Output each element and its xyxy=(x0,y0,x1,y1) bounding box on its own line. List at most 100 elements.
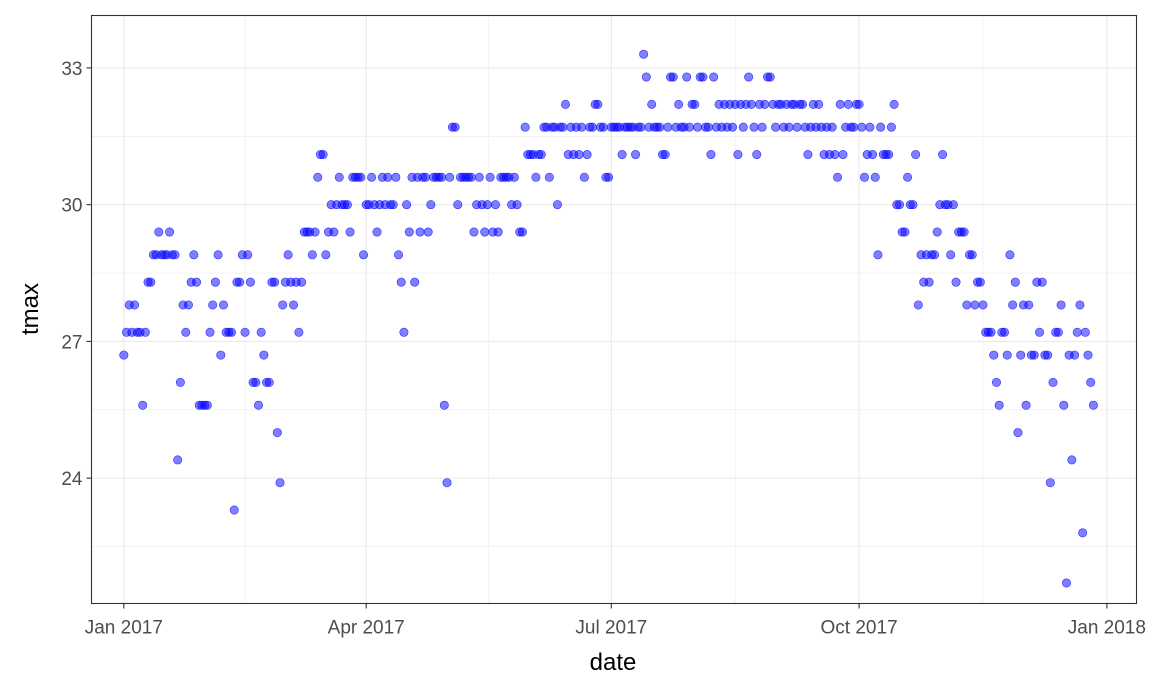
data-point xyxy=(744,72,754,82)
data-point xyxy=(552,200,562,210)
data-point xyxy=(803,150,813,160)
data-point xyxy=(1070,350,1080,360)
data-point xyxy=(329,227,339,237)
data-point xyxy=(911,150,921,160)
data-point xyxy=(278,300,288,310)
data-point xyxy=(450,122,460,132)
data-point xyxy=(256,327,266,337)
data-point xyxy=(227,327,237,337)
data-point xyxy=(1002,350,1012,360)
data-point xyxy=(684,122,694,132)
data-point xyxy=(636,122,646,132)
x-tick-label: Apr 2017 xyxy=(328,618,405,639)
data-point xyxy=(240,327,250,337)
x-tick-label: Jan 2017 xyxy=(85,618,163,639)
data-point xyxy=(663,122,673,132)
data-point xyxy=(884,150,894,160)
data-point xyxy=(752,150,762,160)
data-point xyxy=(1024,300,1034,310)
data-point xyxy=(577,122,587,132)
data-point xyxy=(587,122,597,132)
data-point xyxy=(1080,327,1090,337)
data-point xyxy=(757,122,767,132)
data-point xyxy=(170,250,180,260)
data-point xyxy=(706,150,716,160)
data-point xyxy=(208,300,218,310)
data-point xyxy=(474,172,484,182)
data-point xyxy=(989,350,999,360)
data-point xyxy=(617,150,627,160)
data-point xyxy=(345,227,355,237)
data-point xyxy=(482,200,492,210)
data-point xyxy=(229,505,239,515)
data-point xyxy=(423,227,433,237)
data-point xyxy=(698,72,708,82)
data-point xyxy=(321,250,331,260)
data-point xyxy=(703,122,713,132)
data-point xyxy=(140,327,150,337)
data-point xyxy=(1086,377,1096,387)
data-point xyxy=(798,99,808,109)
data-point xyxy=(929,250,939,260)
data-point xyxy=(843,99,853,109)
data-point xyxy=(948,200,958,210)
data-point xyxy=(639,49,649,59)
data-point xyxy=(426,200,436,210)
data-point xyxy=(1075,300,1085,310)
data-point xyxy=(967,250,977,260)
data-point xyxy=(253,400,263,410)
data-point xyxy=(1048,377,1058,387)
data-point xyxy=(372,227,382,237)
data-point xyxy=(544,172,554,182)
data-point xyxy=(913,300,923,310)
data-point xyxy=(485,172,495,182)
data-point xyxy=(655,122,665,132)
data-point xyxy=(213,250,223,260)
data-point xyxy=(593,99,603,109)
data-point xyxy=(946,250,956,260)
data-point xyxy=(283,250,293,260)
data-point xyxy=(986,327,996,337)
data-point xyxy=(517,227,527,237)
data-point xyxy=(218,300,228,310)
y-tick-label: 27 xyxy=(61,332,82,353)
data-point xyxy=(835,99,845,109)
data-point xyxy=(749,122,759,132)
data-point xyxy=(334,172,344,182)
major-gridlines xyxy=(91,15,1137,604)
data-point xyxy=(181,327,191,337)
minor-gridlines xyxy=(91,15,1137,604)
x-axis: Jan 2017 Apr 2017 Jul 2017 Oct 2017 Jan 2018 xyxy=(85,603,1146,639)
data-point xyxy=(709,72,719,82)
x-tick-label: Oct 2017 xyxy=(821,618,898,639)
data-point xyxy=(1013,428,1023,438)
data-point xyxy=(453,200,463,210)
data-point xyxy=(978,300,988,310)
data-point xyxy=(394,250,404,260)
data-point xyxy=(932,227,942,237)
data-point xyxy=(146,277,156,287)
data-point xyxy=(690,99,700,109)
data-point xyxy=(442,478,452,488)
data-point xyxy=(886,122,896,132)
data-point xyxy=(792,122,802,132)
data-point xyxy=(733,150,743,160)
data-point xyxy=(359,250,369,260)
data-point xyxy=(259,350,269,360)
data-point xyxy=(307,250,317,260)
data-point xyxy=(189,250,199,260)
data-point xyxy=(582,150,592,160)
data-point xyxy=(959,227,969,237)
data-point xyxy=(235,277,245,287)
data-point xyxy=(938,150,948,160)
data-point xyxy=(870,172,880,182)
data-point xyxy=(830,150,840,160)
data-point xyxy=(1008,300,1018,310)
data-point xyxy=(574,150,584,160)
data-point xyxy=(1029,350,1039,360)
data-point xyxy=(310,227,320,237)
data-point xyxy=(356,172,366,182)
data-point xyxy=(1000,327,1010,337)
data-point xyxy=(1043,350,1053,360)
data-point xyxy=(894,200,904,210)
